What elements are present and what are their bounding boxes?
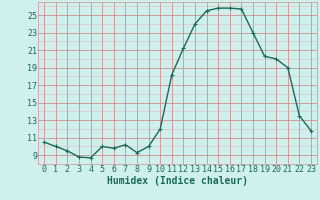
X-axis label: Humidex (Indice chaleur): Humidex (Indice chaleur): [107, 176, 248, 186]
